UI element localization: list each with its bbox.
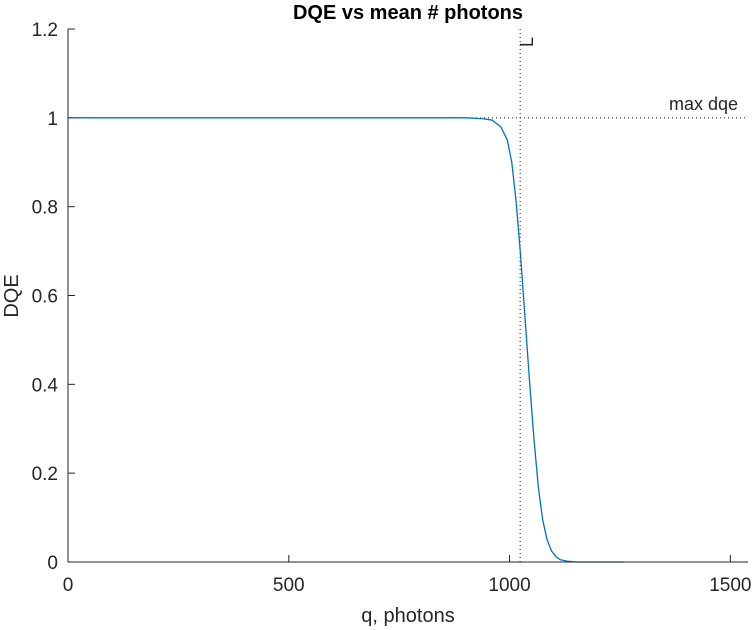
reference-lines: max dqe L <box>68 29 748 562</box>
x-tick-label: 1000 <box>488 575 530 596</box>
y-tick-label: 0.6 <box>32 287 58 308</box>
x-tick-label: 1500 <box>709 575 751 596</box>
max-dqe-label: max dqe <box>669 94 738 114</box>
x-tick-label: 500 <box>273 575 305 596</box>
y-tick-label: 1.2 <box>32 20 58 41</box>
data-series <box>68 117 625 563</box>
y-tick-label: 0.4 <box>32 375 59 396</box>
y-tick-label: 1 <box>47 109 58 130</box>
x-axis-label: q, photons <box>361 605 454 627</box>
x-tick-label: 0 <box>63 575 74 596</box>
chart-title: DQE vs mean # photons <box>293 2 523 24</box>
y-tick-label: 0.2 <box>32 464 58 485</box>
x-axis-ticks: 0 500 1000 1500 <box>63 555 751 596</box>
y-tick-label: 0 <box>47 553 58 574</box>
l-label: L <box>517 37 537 47</box>
series-line <box>68 117 625 563</box>
y-axis-label: DQE <box>1 274 23 317</box>
y-tick-label: 0.8 <box>32 198 58 219</box>
